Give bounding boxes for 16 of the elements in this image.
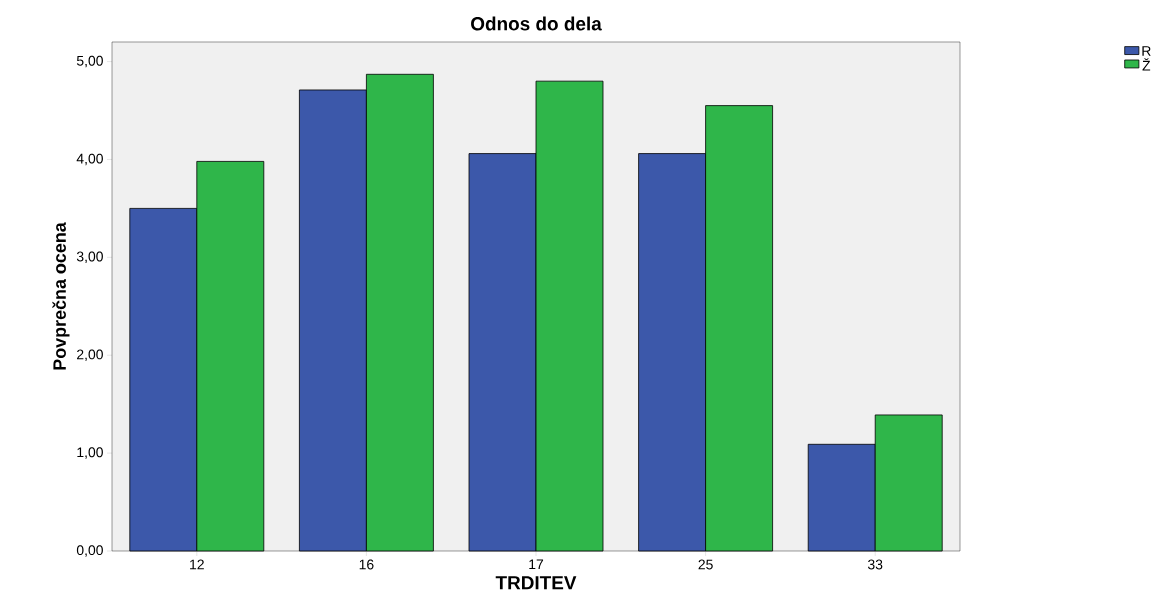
chart-title: Odnos do dela	[471, 16, 602, 31]
x-tick-label: 16	[359, 559, 374, 570]
y-tick-label: 5,00	[76, 55, 103, 68]
x-tick-label: 33	[867, 559, 883, 570]
legend-label: Ž	[1142, 58, 1151, 71]
x-axis-title: TRDITEV	[495, 576, 577, 590]
y-tick-label: 2,00	[77, 349, 103, 361]
y-tick-label: 1,00	[77, 447, 103, 459]
y-tick-label: 4,00	[76, 153, 103, 166]
x-tick-label: 12	[190, 559, 204, 570]
legend-label: R	[1142, 46, 1151, 56]
y-tick-label: 3,00	[76, 251, 103, 264]
y-tick-label: 0,00	[76, 545, 103, 557]
x-tick-label: 25	[698, 559, 713, 570]
y-axis-title: Povprečna ocena	[52, 222, 70, 370]
x-tick-label: 17	[529, 559, 544, 570]
